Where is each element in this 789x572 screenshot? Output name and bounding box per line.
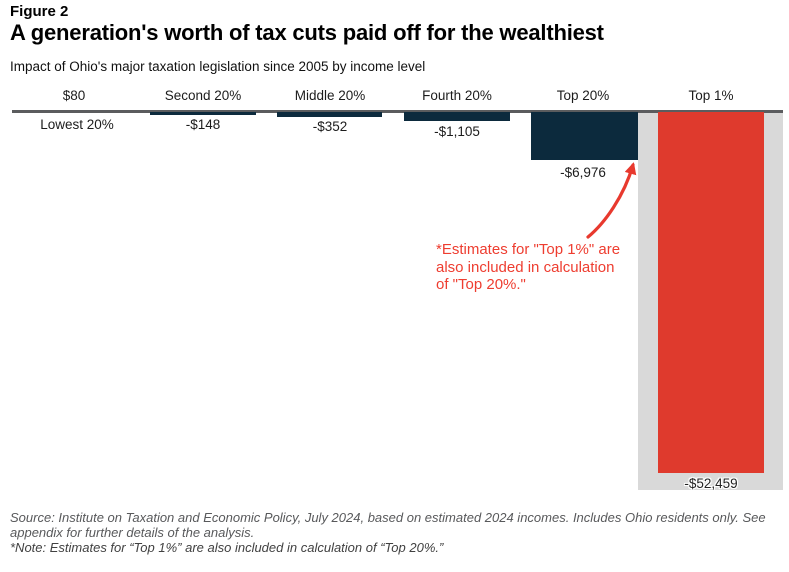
value-label-second-20: -$148 — [185, 117, 221, 132]
annotation-line-2: also included in calculation — [436, 258, 615, 276]
footer: Source: Institute on Taxation and Econom… — [10, 510, 785, 556]
note-text: *Note: Estimates for “Top 1%” are also i… — [10, 540, 444, 555]
column-header-top-20: Top 20% — [556, 88, 610, 103]
value-label-top-1: -$52,459 — [684, 476, 738, 491]
bar-top-20 — [531, 112, 638, 160]
annotation-line-3: of "Top 20%." — [436, 276, 526, 293]
bar-second-20 — [150, 112, 256, 115]
bar-fourth-20 — [404, 112, 510, 121]
annotation-line-1: *Estimates for "Top 1%" are — [436, 241, 621, 258]
bar-top-1 — [658, 112, 764, 473]
value-label-fourth-20: -$1,105 — [434, 124, 480, 139]
annotation-arrow-icon — [586, 162, 637, 239]
figure-label: Figure 2 — [10, 3, 69, 20]
chart-subtitle: Impact of Ohio's major taxation legislat… — [10, 59, 426, 74]
column-header-top-1: Top 1% — [688, 88, 734, 103]
chart-title: A generation's worth of tax cuts paid of… — [10, 20, 604, 45]
annotation-note: *Estimates for "Top 1%" are also include… — [436, 241, 620, 294]
value-label-lowest-20: $80 — [62, 88, 86, 103]
bar-middle-20 — [277, 112, 382, 117]
value-label-middle-20: -$352 — [312, 119, 348, 134]
source-text: Source: Institute on Taxation and Econom… — [10, 510, 766, 540]
column-header-second-20: Second 20% — [164, 88, 242, 103]
column-header-middle-20: Middle 20% — [294, 88, 366, 103]
value-label-top-20: -$6,976 — [560, 165, 606, 180]
column-header-fourth-20: Fourth 20% — [422, 88, 492, 103]
category-label-lowest-20: Lowest 20% — [40, 117, 114, 132]
x-axis-line — [12, 110, 783, 113]
